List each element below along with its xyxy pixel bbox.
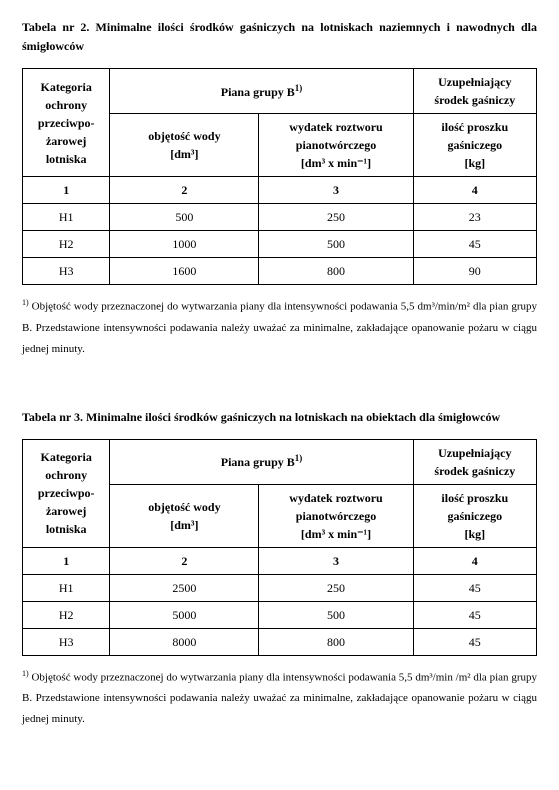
cell: 45	[413, 574, 536, 601]
th-vol-l2: [dm³]	[170, 518, 198, 532]
cell: 45	[413, 628, 536, 655]
cell: 8000	[110, 628, 259, 655]
cell: 5000	[110, 601, 259, 628]
th-wyd-l1: wydatek roztworu	[289, 491, 382, 505]
table-row: H1 2500 250 45	[23, 574, 537, 601]
th-kategoria: Kategoria ochrony przeciwpo-żarowej lotn…	[23, 439, 110, 547]
th-kategoria-text: Kategoria ochrony przeciwpo-żarowej lotn…	[38, 450, 95, 536]
colnum-3: 3	[259, 177, 413, 204]
th-objetosc: objętość wody [dm³]	[110, 114, 259, 177]
table3-footnote-text: Objętość wody przeznaczonej do wytwarzan…	[22, 672, 537, 726]
cell: 2500	[110, 574, 259, 601]
th-objetosc: objętość wody [dm³]	[110, 484, 259, 547]
cell: 90	[413, 258, 536, 285]
colnum-1: 1	[23, 177, 110, 204]
th-uzup-l1: Uzupełniający	[438, 75, 511, 89]
cell: 500	[259, 601, 413, 628]
th-uzup: Uzupełniający środek gaśniczy	[413, 69, 536, 114]
th-il-l2: gaśniczego	[447, 138, 502, 152]
th-kategoria: Kategoria ochrony przeciwpo-żarowej lotn…	[23, 69, 110, 177]
th-il-l1: ilość proszku	[441, 491, 508, 505]
th-piana: Piana grupy B1)	[110, 69, 413, 114]
table-row: H1 500 250 23	[23, 204, 537, 231]
th-wydatek: wydatek roztworu pianotwórczego [dm³ x min…	[259, 114, 413, 177]
th-uzup-l1: Uzupełniający	[438, 446, 511, 460]
colnum-2: 2	[110, 177, 259, 204]
table3: Kategoria ochrony przeciwpo-żarowej lotn…	[22, 439, 537, 656]
th-wyd-l2: pianotwórczego	[296, 138, 376, 152]
cell: H2	[23, 601, 110, 628]
th-uzup-l2: środek gaśniczy	[434, 464, 515, 478]
table2-footnote-text: Objętość wody przeznaczonej do wytwarzan…	[22, 301, 537, 355]
table2: Kategoria ochrony przeciwpo-żarowej lotn…	[22, 68, 537, 285]
th-piana: Piana grupy B1)	[110, 439, 413, 484]
cell: 1000	[110, 231, 259, 258]
colnum-3: 3	[259, 547, 413, 574]
th-wyd-l1: wydatek roztworu	[289, 120, 382, 134]
cell: 800	[259, 258, 413, 285]
cell: 500	[259, 231, 413, 258]
th-il-l3: [kg]	[464, 156, 485, 170]
colnum-4: 4	[413, 177, 536, 204]
cell: 1600	[110, 258, 259, 285]
colnum-1: 1	[23, 547, 110, 574]
cell: H3	[23, 258, 110, 285]
table-row: H2 5000 500 45	[23, 601, 537, 628]
table2-footnote: 1) Objętość wody przeznaczonej do wytwar…	[22, 295, 537, 359]
th-kategoria-text: Kategoria ochrony przeciwpo-żarowej lotn…	[38, 80, 95, 166]
th-vol-l1: objętość wody	[148, 500, 220, 514]
th-ilosc: ilość proszku gaśniczego [kg]	[413, 484, 536, 547]
th-wyd-l3: [dm³ x min⁻¹]	[301, 156, 371, 170]
th-piana-text: Piana grupy B	[221, 455, 295, 469]
cell: H2	[23, 231, 110, 258]
cell: 45	[413, 231, 536, 258]
cell: 45	[413, 601, 536, 628]
cell: 800	[259, 628, 413, 655]
th-vol-l2: [dm³]	[170, 147, 198, 161]
table3-title: Tabela nr 3. Minimalne ilości środków ga…	[22, 408, 537, 427]
colnum-2: 2	[110, 547, 259, 574]
cell: 500	[110, 204, 259, 231]
th-piana-text: Piana grupy B	[221, 85, 295, 99]
table-row: H3 8000 800 45	[23, 628, 537, 655]
table2-title: Tabela nr 2. Minimalne ilości środków ga…	[22, 18, 537, 56]
table-row: H3 1600 800 90	[23, 258, 537, 285]
table3-footnote: 1) Objętość wody przeznaczonej do wytwar…	[22, 666, 537, 730]
th-ilosc: ilość proszku gaśniczego [kg]	[413, 114, 536, 177]
th-uzup-l2: środek gaśniczy	[434, 93, 515, 107]
table-row: H2 1000 500 45	[23, 231, 537, 258]
th-vol-l1: objętość wody	[148, 129, 220, 143]
cell: 250	[259, 574, 413, 601]
th-uzup: Uzupełniający środek gaśniczy	[413, 439, 536, 484]
th-wyd-l3: [dm³ x min⁻¹]	[301, 527, 371, 541]
th-il-l1: ilość proszku	[441, 120, 508, 134]
cell: H1	[23, 204, 110, 231]
cell: 250	[259, 204, 413, 231]
cell: H3	[23, 628, 110, 655]
th-wydatek: wydatek roztworu pianotwórczego [dm³ x min…	[259, 484, 413, 547]
th-il-l3: [kg]	[464, 527, 485, 541]
th-wyd-l2: pianotwórczego	[296, 509, 376, 523]
cell: 23	[413, 204, 536, 231]
cell: H1	[23, 574, 110, 601]
colnum-4: 4	[413, 547, 536, 574]
th-il-l2: gaśniczego	[447, 509, 502, 523]
